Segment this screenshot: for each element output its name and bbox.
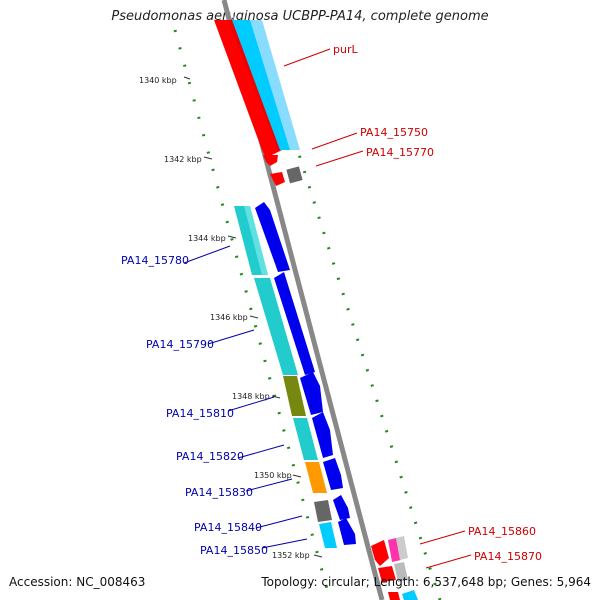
gene-gray-bottom[interactable] [394,562,408,582]
gene-cyan-bottom[interactable] [402,590,418,600]
gene-label-pa14-15770[interactable]: PA14_15770 [366,146,434,159]
gene-pa14-15820-arrow[interactable] [312,412,333,458]
gene-pa14-15860[interactable] [371,540,389,566]
gene-pa14-15830-arrow[interactable] [323,458,343,490]
gene-pa14-15770[interactable] [270,172,285,186]
gene-pa14-15810-block[interactable] [283,376,306,416]
gene-label-pa14-15780[interactable]: PA14_15780 [121,254,189,267]
gene-label-pa14-15830[interactable]: PA14_15830 [185,486,253,499]
gene-gray-small[interactable] [286,166,303,184]
gene-pa14-15780-arrow[interactable] [255,202,290,272]
gene-pa14-15870[interactable] [378,566,396,582]
accession-text: Accession: NC_008463 [9,575,146,589]
gene-red-bottom[interactable] [388,592,400,600]
gene-pa14-15790-block[interactable] [254,278,298,375]
tick-label: 1348 kbp [232,392,270,401]
gene-lightgray[interactable] [396,536,408,560]
genome-title: Pseudomonas aeruginosa UCBPP-PA14, compl… [111,9,489,24]
tick-label: 1346 kbp [210,313,248,322]
gene-label-pa14-15750[interactable]: PA14_15750 [360,126,428,139]
gene-label-pa14-15840[interactable]: PA14_15840 [194,521,262,534]
gene-label-pa14-15870[interactable]: PA14_15870 [474,550,542,563]
tick-label: 1344 kbp [188,234,226,243]
gene-pa14-15820-block[interactable] [293,418,318,460]
gene-pa14-15810-arrow[interactable] [300,372,323,415]
tick-label: 1342 kbp [164,155,202,164]
gc-dotted-track-right [283,109,442,600]
gene-pa14-15790-arrow[interactable] [274,272,315,375]
tick-label: 1350 kbp [254,471,292,480]
gene-pa14-15750[interactable] [263,155,278,166]
gene-cyan-top[interactable] [232,20,300,150]
gene-label-pa14-15850[interactable]: PA14_15850 [200,544,268,557]
gene-pa14-15830-block[interactable] [305,462,327,493]
gene-magenta[interactable] [388,538,401,562]
gene-label-pa14-15790[interactable]: PA14_15790 [146,338,214,351]
gene-label-pa14-15820[interactable]: PA14_15820 [176,450,244,463]
gene-pa14-15850-block[interactable] [319,522,337,548]
topology-text: Topology: circular; Length: 6,537,648 bp… [261,575,591,589]
gene-label-pa14-15810[interactable]: PA14_15810 [166,407,234,420]
gene-label-purl[interactable]: purL [333,43,358,56]
tick-label: 1340 kbp [139,76,177,85]
gene-pa14-15780-block[interactable] [234,206,268,275]
tick-label: 1352 kbp [272,551,310,560]
gene-label-pa14-15860[interactable]: PA14_15860 [468,525,536,538]
gene-pa14-15840-block[interactable] [314,500,332,522]
gene-pa14-15840-arrow[interactable] [333,495,350,520]
gene-pa14-15850-arrow[interactable] [338,518,356,545]
tick-marks [183,76,323,558]
